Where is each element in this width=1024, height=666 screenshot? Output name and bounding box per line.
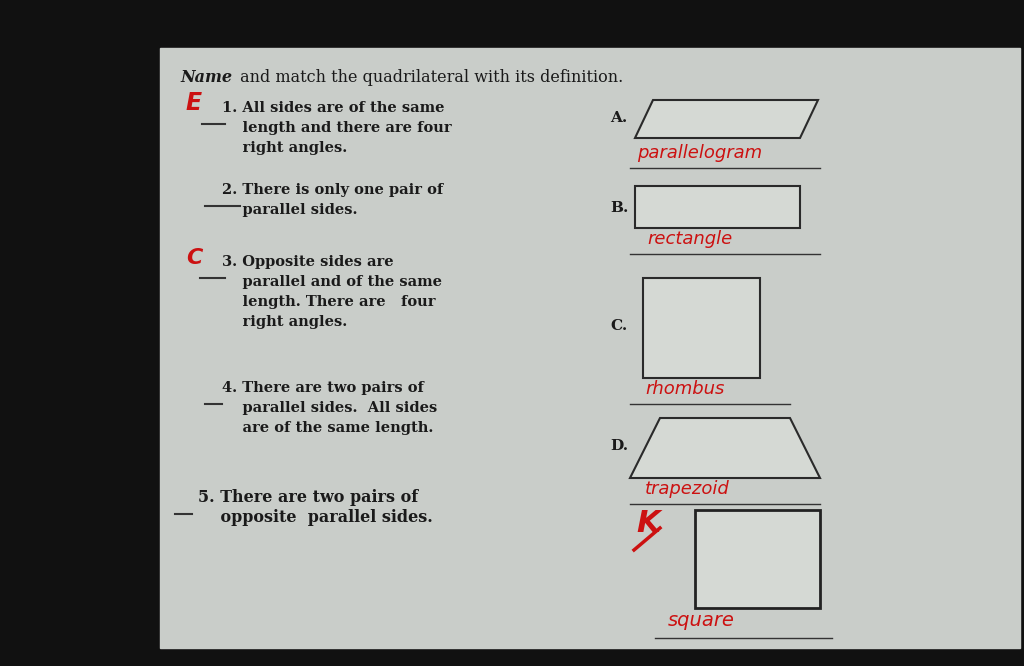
Text: E: E [186, 91, 202, 115]
Text: rectangle: rectangle [647, 230, 732, 248]
Text: right angles.: right angles. [222, 141, 347, 155]
Polygon shape [630, 418, 820, 478]
Text: 5. There are two pairs of: 5. There are two pairs of [198, 489, 418, 506]
Text: parallel and of the same: parallel and of the same [222, 275, 442, 289]
Text: K: K [636, 509, 659, 538]
Text: 2. There is only one pair of: 2. There is only one pair of [222, 183, 443, 197]
Bar [635, 186, 800, 228]
Text: 1. All sides are of the same: 1. All sides are of the same [222, 101, 444, 115]
Bar [0, 645, 1024, 666]
Text: parallelogram: parallelogram [637, 144, 762, 162]
Text: 4. There are two pairs of: 4. There are two pairs of [222, 381, 424, 395]
Text: rhombus: rhombus [645, 380, 724, 398]
Text: opposite  parallel sides.: opposite parallel sides. [198, 509, 433, 526]
Text: A.: A. [610, 111, 628, 125]
Text: length and there are four: length and there are four [222, 121, 452, 135]
Text: length. There are   four: length. There are four [222, 295, 435, 309]
Text: Name: Name [180, 69, 232, 86]
Bar [160, 48, 1020, 648]
Text: 3. Opposite sides are: 3. Opposite sides are [222, 255, 393, 269]
Polygon shape [635, 100, 818, 138]
Text: right angles.: right angles. [222, 315, 347, 329]
Text: D.: D. [610, 439, 628, 453]
Text: trapezoid: trapezoid [645, 480, 730, 498]
Text: parallel sides.  All sides: parallel sides. All sides [222, 401, 437, 415]
Text: B.: B. [610, 201, 629, 215]
Text: C.: C. [610, 319, 628, 333]
Text: parallel sides.: parallel sides. [222, 203, 357, 217]
Text: and match the quadrilateral with its definition.: and match the quadrilateral with its def… [234, 69, 624, 86]
Text: C: C [186, 248, 203, 268]
Bar [643, 278, 760, 378]
Text: are of the same length.: are of the same length. [222, 421, 433, 435]
Bar [695, 510, 820, 608]
Text: square: square [668, 611, 735, 630]
Bar [0, 0, 1024, 45]
